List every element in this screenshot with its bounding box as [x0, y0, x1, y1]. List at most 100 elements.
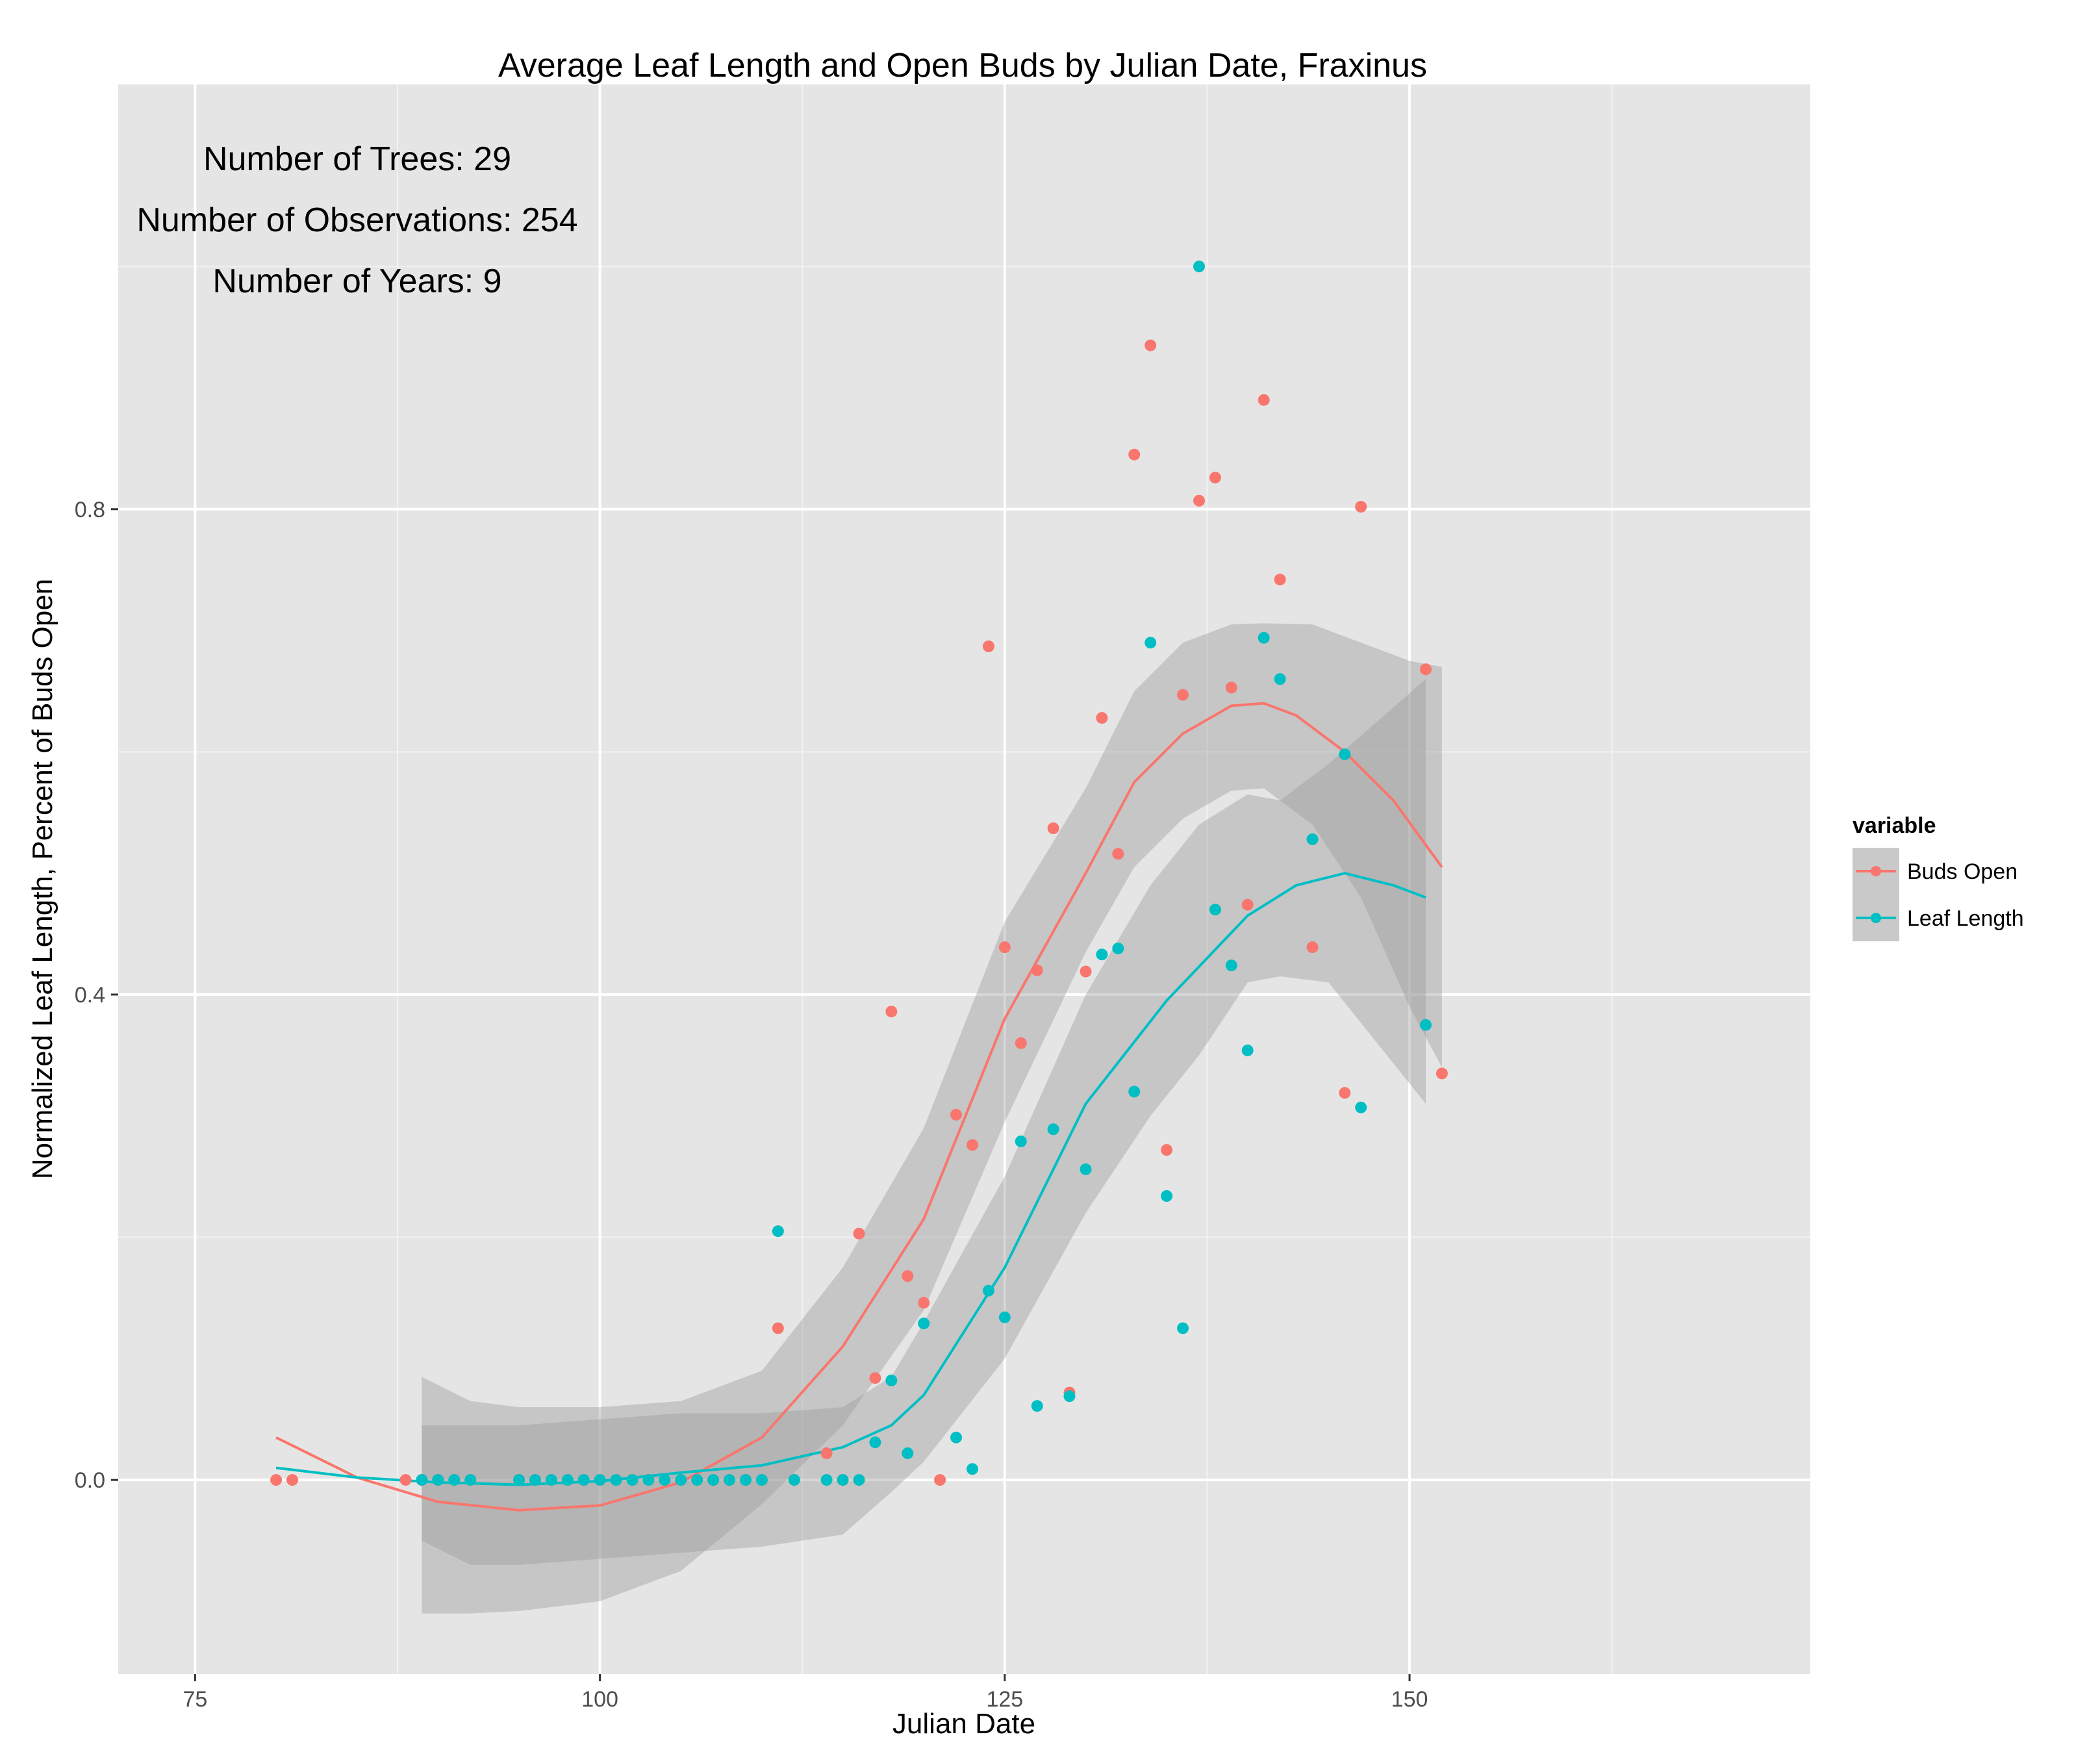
data-point — [1241, 1044, 1254, 1056]
legend-label-leaf-length: Leaf Length — [1907, 906, 2024, 931]
data-point — [1112, 943, 1124, 954]
data-point — [610, 1474, 622, 1486]
data-point — [529, 1474, 541, 1486]
data-point — [869, 1372, 881, 1384]
data-point — [1015, 1136, 1027, 1147]
data-point — [902, 1270, 914, 1282]
data-point — [513, 1474, 525, 1486]
data-point — [1177, 1322, 1189, 1334]
legend-key-point — [1871, 866, 1881, 876]
data-point — [1145, 637, 1157, 649]
chart-title: Average Leaf Length and Open Buds by Jul… — [498, 47, 1427, 84]
grid-minor — [118, 84, 1810, 1674]
data-point — [1096, 948, 1108, 961]
annotations: Number of Trees: 29 Number of Observatio… — [136, 140, 577, 300]
x-tick-label: 150 — [1391, 1687, 1428, 1712]
data-point — [1306, 833, 1319, 845]
annotation-trees: Number of Trees: 29 — [203, 140, 511, 178]
data-point — [707, 1474, 720, 1486]
data-point — [1225, 960, 1237, 972]
data-point — [1258, 394, 1270, 406]
data-point — [1128, 1086, 1141, 1098]
data-point — [740, 1474, 752, 1486]
data-point — [561, 1474, 574, 1486]
data-point — [626, 1474, 639, 1486]
confidence-band — [422, 679, 1426, 1565]
annotation-years: Number of Years: 9 — [212, 262, 501, 300]
data-point — [1209, 904, 1221, 916]
data-point — [820, 1447, 833, 1459]
y-axis-title: Normalized Leaf Length, Percent of Buds … — [27, 579, 58, 1180]
data-point — [1080, 1163, 1092, 1175]
data-point — [820, 1474, 833, 1486]
data-point — [675, 1474, 687, 1486]
data-point — [788, 1474, 800, 1486]
data-point — [399, 1474, 412, 1486]
x-tick-label: 100 — [581, 1687, 618, 1712]
data-point — [691, 1474, 703, 1486]
y-tick-label: 0.8 — [75, 498, 105, 522]
legend-item-leaf-length: Leaf Length — [1853, 895, 2024, 941]
data-point — [1063, 1390, 1076, 1403]
data-point — [1274, 574, 1286, 586]
data-point — [1047, 1123, 1059, 1136]
data-point — [772, 1322, 784, 1334]
legend-label-buds-open: Buds Open — [1907, 859, 2018, 884]
data-point — [902, 1447, 914, 1459]
data-point — [772, 1225, 784, 1238]
data-point — [982, 640, 994, 652]
data-point — [885, 1006, 898, 1018]
smooth-line — [275, 702, 1443, 1512]
data-point — [1339, 748, 1351, 761]
data-point — [918, 1317, 930, 1330]
data-point — [853, 1474, 865, 1486]
plot-panel — [118, 84, 1810, 1674]
data-point — [1015, 1037, 1027, 1049]
data-point — [869, 1436, 881, 1449]
data-point — [1436, 1067, 1448, 1080]
x-tick-label: 125 — [986, 1687, 1023, 1712]
confidence-band — [422, 623, 1442, 1614]
data-point — [1128, 448, 1141, 461]
data-point — [1274, 673, 1286, 685]
data-point — [998, 941, 1011, 954]
data-point — [967, 1139, 978, 1151]
legend-title: variable — [1853, 813, 1936, 838]
smooth-lines — [275, 702, 1443, 1512]
data-point — [1225, 681, 1237, 694]
data-point — [416, 1474, 428, 1486]
data-point — [1193, 261, 1205, 273]
legend-item-buds-open: Buds Open — [1853, 848, 2018, 895]
y-tick-label: 0.0 — [75, 1468, 105, 1493]
data-point — [885, 1375, 898, 1386]
data-point — [755, 1474, 768, 1486]
data-point — [998, 1311, 1011, 1323]
data-point — [853, 1227, 865, 1239]
data-point — [1193, 494, 1205, 507]
y-axis: 0.0 0.4 0.8 — [75, 498, 118, 1493]
data-point — [950, 1108, 962, 1121]
x-axis-title: Julian Date — [892, 1708, 1035, 1740]
data-point — [967, 1463, 978, 1475]
data-point — [1080, 965, 1092, 978]
data-point — [594, 1474, 606, 1486]
data-point — [1241, 898, 1254, 911]
data-point — [1420, 663, 1432, 676]
data-point — [1047, 822, 1059, 834]
data-point — [1258, 631, 1270, 644]
data-point — [950, 1431, 962, 1443]
legend-key-point — [1871, 913, 1881, 923]
data-point — [432, 1474, 444, 1486]
data-point — [724, 1474, 735, 1486]
data-point — [1161, 1144, 1173, 1156]
data-point — [464, 1474, 477, 1486]
data-point — [1209, 472, 1221, 484]
smooth-line — [275, 872, 1426, 1486]
data-point — [1161, 1190, 1173, 1202]
x-tick-label: 75 — [183, 1687, 207, 1712]
data-point — [642, 1474, 655, 1486]
data-points — [270, 261, 1448, 1486]
data-point — [934, 1474, 946, 1486]
data-point — [1355, 1101, 1367, 1113]
data-point — [270, 1474, 283, 1486]
